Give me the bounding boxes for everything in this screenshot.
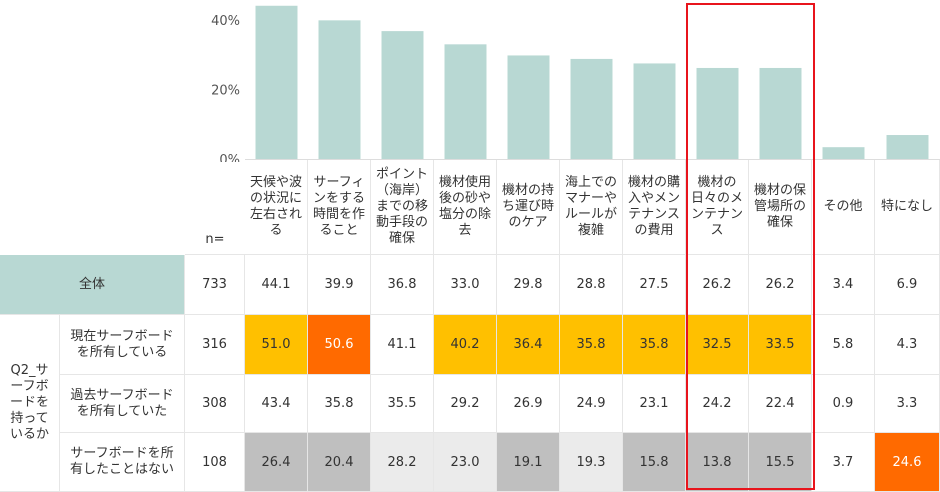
data-cell: 22.4 <box>749 375 812 433</box>
y-tick-label: 40% <box>211 14 240 29</box>
data-cell: 41.1 <box>371 315 434 375</box>
bar <box>381 31 424 159</box>
data-cell: 40.2 <box>434 315 497 375</box>
n-value: 308 <box>185 375 245 433</box>
data-cell: 4.3 <box>875 315 940 375</box>
column-header: 海上でのマナーやルールが複雑 <box>560 160 623 255</box>
column-header: 機材の保管場所の確保 <box>749 160 812 255</box>
column-header: ポイント（海岸）までの移動手段の確保 <box>371 160 434 255</box>
data-cell: 35.8 <box>308 375 371 433</box>
row-group-label: Q2_サーフボードを持っているか <box>0 315 60 492</box>
data-cell: 3.3 <box>875 375 940 433</box>
bar <box>759 67 802 159</box>
column-header: 天候や波の状況に左右される <box>245 160 308 255</box>
data-cell: 43.4 <box>245 375 308 433</box>
data-cell: 26.9 <box>497 375 560 433</box>
column-header: 機材使用後の砂や塩分の除去 <box>434 160 497 255</box>
row-label: 過去サーフボードを所有していた <box>60 375 185 433</box>
data-cell: 20.4 <box>308 433 371 492</box>
bar <box>507 55 550 159</box>
bar <box>570 58 613 159</box>
data-cell: 32.5 <box>686 315 749 375</box>
data-cell: 24.6 <box>875 433 940 492</box>
data-cell: 3.7 <box>812 433 875 492</box>
data-cell: 19.1 <box>497 433 560 492</box>
data-cell: 27.5 <box>623 255 686 315</box>
data-cell: 23.0 <box>434 433 497 492</box>
n-value: 316 <box>185 315 245 375</box>
row-label: 現在サーフボードを所有している <box>60 315 185 375</box>
column-header: 機材の購入やメンテナンスの費用 <box>623 160 686 255</box>
data-cell: 26.2 <box>686 255 749 315</box>
column-header: 機材の持ち運び時のケア <box>497 160 560 255</box>
data-cell: 13.8 <box>686 433 749 492</box>
data-cell: 15.8 <box>623 433 686 492</box>
bar <box>255 5 298 159</box>
data-cell: 36.4 <box>497 315 560 375</box>
data-cell: 26.2 <box>749 255 812 315</box>
row-label: サーフボードを所有したことはない <box>60 433 185 492</box>
data-cell: 33.5 <box>749 315 812 375</box>
y-tick-label: 0% <box>219 153 240 162</box>
column-header: 特になし <box>875 160 940 255</box>
data-cell: 5.8 <box>812 315 875 375</box>
data-cell: 39.9 <box>308 255 371 315</box>
data-cell: 28.2 <box>371 433 434 492</box>
n-value: 733 <box>185 255 245 315</box>
data-cell: 35.8 <box>623 315 686 375</box>
bar <box>318 20 361 159</box>
data-cell: 24.2 <box>686 375 749 433</box>
data-cell: 36.8 <box>371 255 434 315</box>
data-cell: 6.9 <box>875 255 940 315</box>
data-cell: 33.0 <box>434 255 497 315</box>
y-tick-label: 20% <box>211 84 240 99</box>
column-header: 機材の日々のメンテナンス <box>686 160 749 255</box>
bar <box>633 63 676 159</box>
data-cell: 19.3 <box>560 433 623 492</box>
n-value: 108 <box>185 433 245 492</box>
bar-chart: 0% 20% 40% <box>211 5 940 162</box>
data-cell: 3.4 <box>812 255 875 315</box>
data-cell: 29.2 <box>434 375 497 433</box>
data-cell: 35.5 <box>371 375 434 433</box>
n-header: n= <box>185 160 245 255</box>
data-cell: 23.1 <box>623 375 686 433</box>
data-cell: 29.8 <box>497 255 560 315</box>
row-label-total: 全体 <box>0 255 185 315</box>
bar <box>696 67 739 159</box>
bar <box>886 135 929 159</box>
data-cell: 24.9 <box>560 375 623 433</box>
data-cell: 50.6 <box>308 315 371 375</box>
data-cell: 0.9 <box>812 375 875 433</box>
data-cell: 35.8 <box>560 315 623 375</box>
data-cell: 28.8 <box>560 255 623 315</box>
column-header: サーフィンをする時間を作ること <box>308 160 371 255</box>
data-cell: 15.5 <box>749 433 812 492</box>
column-header: その他 <box>812 160 875 255</box>
bar <box>822 147 865 159</box>
data-cell: 44.1 <box>245 255 308 315</box>
data-cell: 51.0 <box>245 315 308 375</box>
data-cell: 26.4 <box>245 433 308 492</box>
bar <box>444 44 487 160</box>
